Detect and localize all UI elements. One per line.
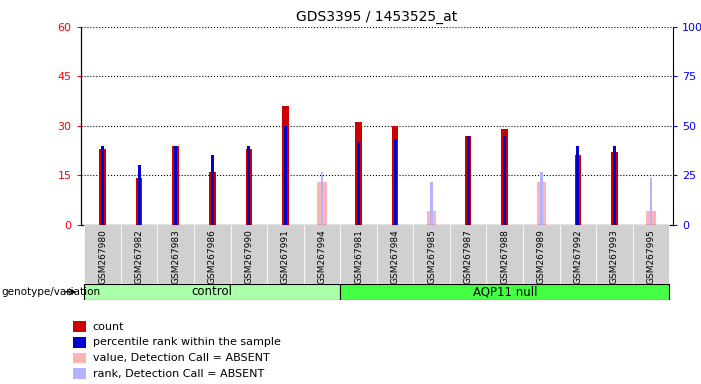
Bar: [84, 225, 121, 284]
Bar: [523, 225, 559, 284]
Bar: [194, 225, 231, 284]
Bar: [503, 136, 506, 225]
Bar: [633, 225, 669, 284]
Text: GSM267985: GSM267985: [427, 229, 436, 284]
Text: percentile rank within the sample: percentile rank within the sample: [93, 337, 280, 347]
Bar: [450, 225, 486, 284]
Bar: [576, 146, 579, 225]
Bar: [247, 146, 250, 225]
Text: GSM267993: GSM267993: [610, 229, 619, 284]
Text: GSM267982: GSM267982: [135, 229, 144, 284]
Text: AQP11 null: AQP11 null: [472, 285, 537, 298]
Bar: [137, 166, 141, 225]
Bar: [377, 225, 414, 284]
Bar: [175, 146, 177, 225]
Bar: [158, 225, 194, 284]
Bar: [486, 225, 523, 284]
Bar: [465, 136, 472, 225]
Bar: [467, 136, 470, 225]
Bar: [340, 284, 669, 300]
Bar: [245, 149, 252, 225]
Text: GSM267990: GSM267990: [245, 229, 253, 284]
Text: GSM267988: GSM267988: [501, 229, 509, 284]
Bar: [318, 182, 327, 225]
Bar: [427, 212, 436, 225]
Bar: [596, 225, 633, 284]
Text: genotype/variation: genotype/variation: [1, 287, 101, 297]
Bar: [501, 129, 508, 225]
Bar: [430, 182, 433, 225]
Text: GSM267987: GSM267987: [463, 229, 472, 284]
Bar: [209, 172, 215, 225]
Bar: [355, 122, 362, 225]
Bar: [611, 152, 618, 225]
Bar: [304, 225, 340, 284]
Bar: [392, 126, 398, 225]
Text: GSM267983: GSM267983: [171, 229, 180, 284]
Bar: [84, 284, 340, 300]
Bar: [357, 142, 360, 225]
Text: GSM267991: GSM267991: [281, 229, 290, 284]
Text: GSM267981: GSM267981: [354, 229, 363, 284]
Bar: [136, 179, 142, 225]
Bar: [100, 149, 106, 225]
Text: GSM267989: GSM267989: [537, 229, 546, 284]
Bar: [393, 139, 397, 225]
Bar: [646, 212, 655, 225]
Text: control: control: [192, 285, 233, 298]
Bar: [211, 156, 214, 225]
Text: value, Detection Call = ABSENT: value, Detection Call = ABSENT: [93, 353, 269, 363]
Bar: [121, 225, 158, 284]
Bar: [559, 225, 596, 284]
Bar: [320, 172, 323, 225]
Bar: [650, 179, 653, 225]
Title: GDS3395 / 1453525_at: GDS3395 / 1453525_at: [296, 10, 458, 25]
Bar: [73, 337, 86, 348]
Bar: [540, 172, 543, 225]
Bar: [101, 146, 104, 225]
Bar: [231, 225, 267, 284]
Bar: [73, 321, 86, 332]
Bar: [267, 225, 304, 284]
Text: GSM267986: GSM267986: [207, 229, 217, 284]
Bar: [73, 368, 86, 379]
Bar: [282, 106, 289, 225]
Text: GSM267980: GSM267980: [98, 229, 107, 284]
Bar: [613, 146, 616, 225]
Text: GSM267992: GSM267992: [573, 229, 583, 284]
Text: GSM267995: GSM267995: [646, 229, 655, 284]
Text: GSM267984: GSM267984: [390, 229, 400, 284]
Bar: [575, 156, 581, 225]
Text: count: count: [93, 322, 124, 332]
Bar: [172, 146, 179, 225]
Bar: [414, 225, 450, 284]
Bar: [284, 126, 287, 225]
Bar: [537, 182, 546, 225]
Text: GSM267994: GSM267994: [318, 229, 327, 284]
Bar: [340, 225, 377, 284]
Bar: [73, 353, 86, 363]
Text: rank, Detection Call = ABSENT: rank, Detection Call = ABSENT: [93, 369, 264, 379]
